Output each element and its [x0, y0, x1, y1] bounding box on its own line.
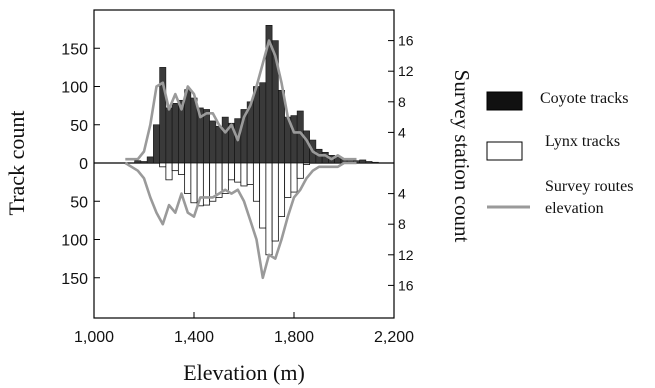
lynx-bar: [184, 162, 192, 195]
lynx-bar: [302, 162, 311, 165]
coyote-bar: [153, 124, 160, 164]
tick-labels: 150 100 50 0 50 100 150 16 12 8 4 4 8 12 16 1,000 1,400 1…: [61, 33, 414, 346]
coyote-bar: [190, 97, 198, 164]
route-line-upper: [125, 39, 357, 161]
lynx-bar: [271, 162, 279, 242]
coyote-bar: [365, 161, 373, 164]
lynx-bar: [259, 162, 267, 229]
lynx-bar: [227, 162, 236, 181]
right-tick-label: 4: [398, 186, 406, 202]
route-elevation-lines: [124, 39, 357, 280]
lynx-bar: [252, 162, 261, 202]
legend-label-route-1: Survey routes: [545, 178, 634, 195]
lynx-bar: [177, 162, 186, 175]
legend-label-coyote: Coyote tracks: [540, 90, 629, 107]
lynx-bar: [202, 162, 211, 206]
coyote-bar: [134, 160, 142, 164]
coyote-bar: [140, 161, 148, 164]
coyote-bar: [209, 120, 217, 164]
coyote-bar: [184, 89, 192, 164]
lynx-bar: [277, 162, 286, 217]
x-tick-label: 2,200: [374, 329, 414, 346]
lynx-bar: [265, 162, 273, 256]
lynx-bar: [165, 162, 173, 181]
lynx-bars: [159, 162, 311, 256]
x-tick-label: 1,800: [274, 329, 314, 346]
left-tick-label: 150: [61, 271, 88, 288]
right-tick-label: 4: [398, 124, 406, 140]
lynx-bar: [246, 162, 254, 185]
x-axis-label: Elevation (m): [183, 360, 305, 385]
plot-frame: [93, 9, 395, 319]
right-tick-label: 8: [398, 216, 406, 232]
coyote-bar: [171, 103, 179, 164]
route-line-lower: [124, 161, 357, 280]
lynx-bar: [190, 162, 198, 204]
coyote-bars: [134, 24, 379, 164]
lynx-bar: [159, 162, 167, 168]
lynx-bar: [240, 162, 248, 187]
left-tick-label: 100: [61, 233, 88, 250]
right-tick-label: 16: [398, 277, 414, 293]
right-tick-label: 16: [398, 33, 414, 49]
coyote-bar: [371, 161, 379, 164]
left-tick-label: 50: [70, 118, 88, 135]
coyote-bar: [203, 109, 210, 164]
coyote-bar: [221, 116, 229, 164]
axis-ticks: [93, 40, 395, 318]
left-tick-label: 150: [61, 41, 88, 58]
lynx-bar: [296, 162, 304, 179]
legend-label-route-2: elevation: [545, 200, 604, 217]
right-tick-label: 8: [398, 94, 406, 110]
coyote-bar: [215, 125, 223, 164]
legend-label-lynx: Lynx tracks: [545, 133, 621, 150]
x-tick-label: 1,400: [174, 329, 214, 346]
coyote-bar: [290, 115, 298, 164]
y-axis-label-left: Track count: [4, 111, 29, 216]
coyote-bar: [359, 159, 367, 164]
lynx-bar: [284, 162, 292, 198]
legend: [486, 91, 530, 209]
left-tick-label: 100: [61, 80, 88, 97]
lynx-bar: [290, 162, 298, 193]
coyote-bar: [253, 86, 260, 164]
coyote-bar: [165, 107, 173, 164]
legend-swatch-coyote: [486, 91, 523, 111]
lynx-bar: [171, 162, 179, 172]
right-tick-label: 12: [398, 247, 414, 263]
right-tick-label: 12: [398, 63, 414, 79]
left-tick-label: 50: [70, 194, 88, 211]
y-axis-label-right: Survey station count: [450, 70, 474, 243]
left-tick-label: 0: [79, 156, 88, 173]
x-tick-label: 1,000: [74, 329, 114, 346]
lynx-bar: [234, 162, 242, 183]
legend-swatch-lynx: [486, 141, 523, 161]
coyote-bar: [146, 156, 154, 164]
coyote-bar: [259, 82, 267, 164]
